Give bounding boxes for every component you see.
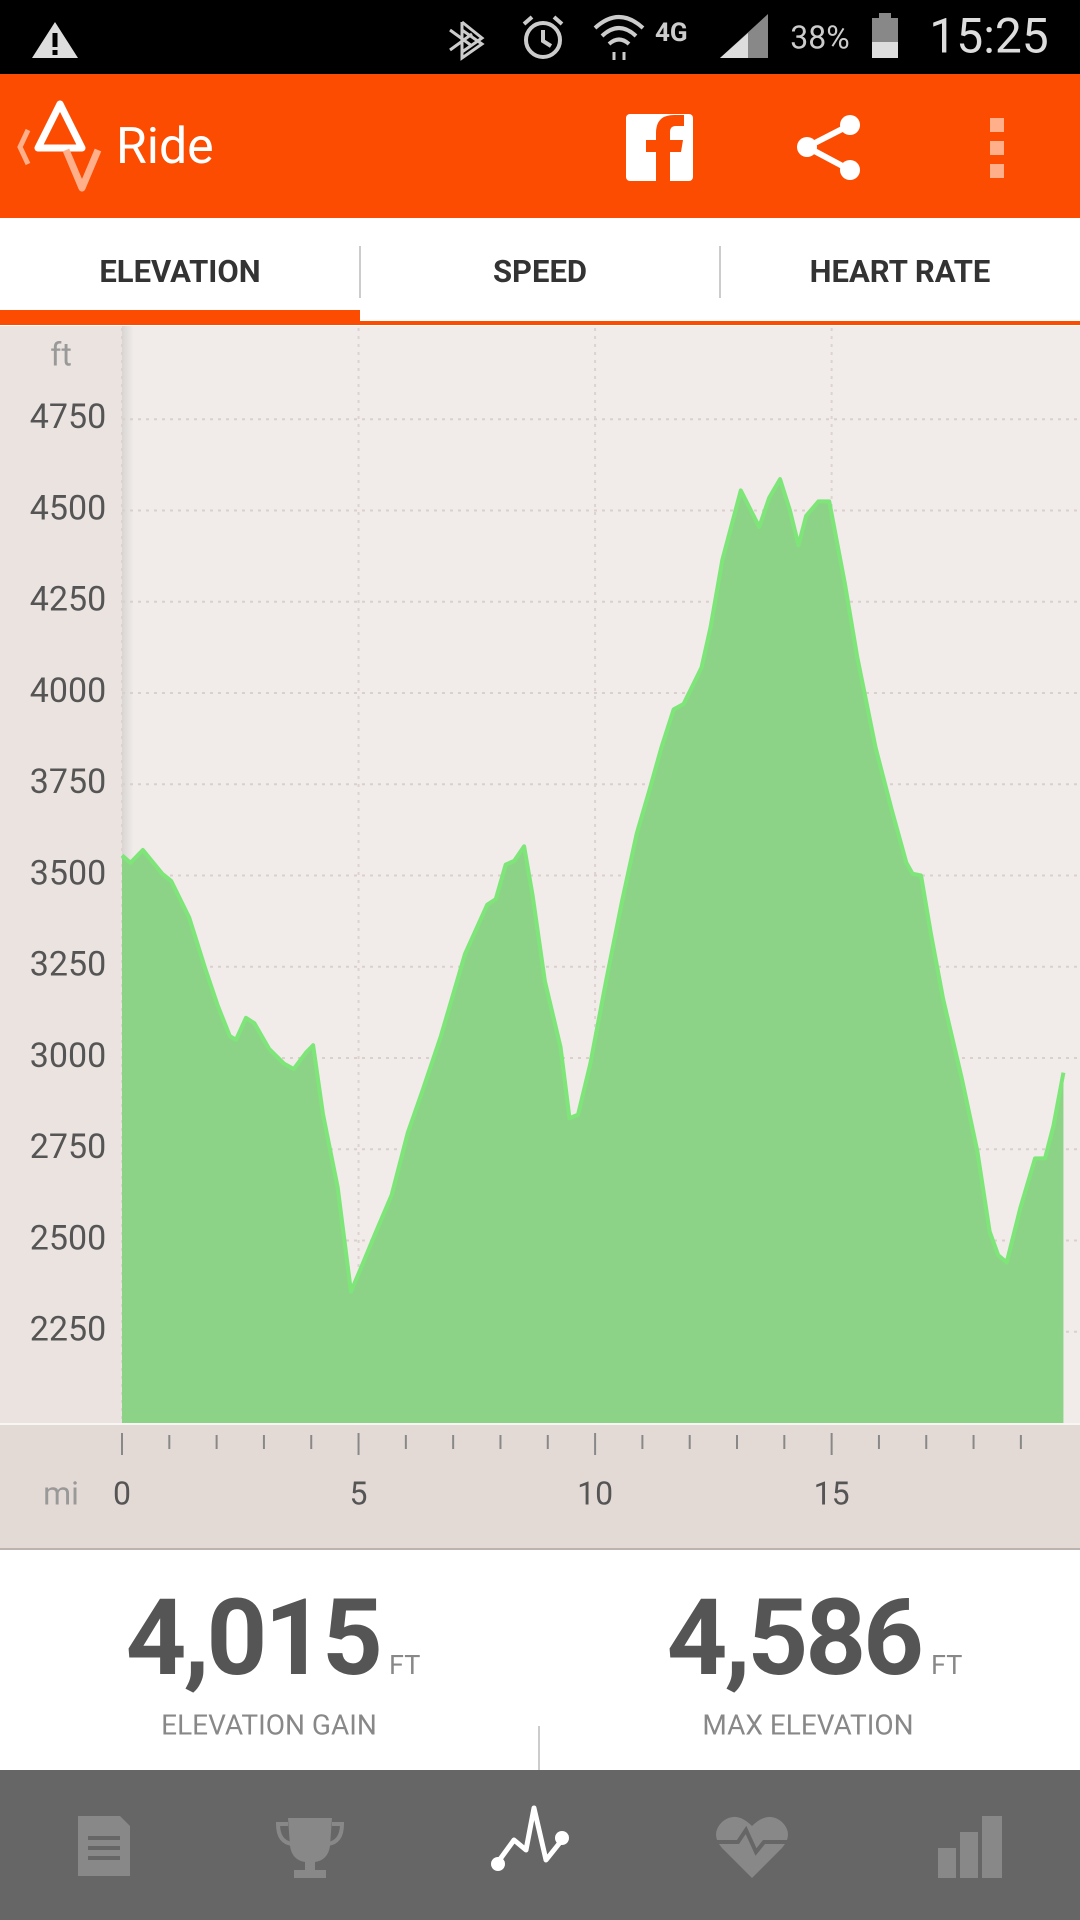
status-bar — [0, 0, 1080, 74]
x-axis-panel-border — [0, 1548, 1080, 1550]
elevation-line — [120, 477, 1066, 1294]
battery-icon — [872, 13, 898, 58]
y-tick-label: 3500 — [30, 853, 106, 893]
bluetooth-icon — [449, 20, 485, 61]
nav-analysis[interactable] — [491, 1805, 569, 1871]
stat-value: 4,015 — [126, 1576, 380, 1700]
back-button[interactable] — [17, 100, 102, 192]
stat-divider — [538, 1726, 540, 1770]
stat-unit: FT — [389, 1649, 420, 1681]
y-tick-label: 4500 — [30, 488, 106, 528]
stat-label: MAX ELEVATION — [702, 1708, 913, 1741]
y-axis-panel — [0, 326, 122, 1423]
plot: 2250 2500 2750 3000 3250 3500 3750 4000 4250 4500… — [30, 328, 1080, 1512]
x-axis-baseline — [0, 1423, 1080, 1425]
nav-heart-rate[interactable] — [716, 1816, 788, 1878]
nav-achievements[interactable] — [275, 1818, 345, 1878]
battery-percent: 38% — [790, 18, 849, 56]
overflow-menu[interactable] — [990, 118, 1004, 178]
y-tick-label: 4000 — [30, 671, 106, 711]
network-type: 4G — [655, 18, 688, 48]
y-tick-label: 3750 — [30, 762, 106, 802]
y-tick-label: 2750 — [30, 1127, 106, 1167]
signal-icon — [720, 14, 768, 58]
x-unit: mi — [43, 1474, 79, 1512]
active-tab-indicator — [0, 310, 360, 324]
stat-unit: FT — [931, 1649, 962, 1681]
x-axis-panel — [0, 1423, 1080, 1549]
y-tick-label: 4250 — [30, 580, 106, 620]
signal-level — [720, 33, 748, 58]
tab-underline — [0, 321, 1080, 325]
tab[interactable]: HEART RATE — [810, 253, 991, 290]
nav-feed[interactable] — [78, 1816, 130, 1876]
tab-divider — [359, 246, 361, 298]
tab-bar — [0, 218, 1080, 323]
y-tick-label: 3250 — [30, 945, 106, 985]
clock: 15:25 — [929, 8, 1049, 65]
y-tick-label: 2250 — [30, 1310, 106, 1350]
x-tick-label: 10 — [577, 1474, 613, 1512]
y-tick-label: 2500 — [30, 1218, 106, 1258]
tab[interactable]: ELEVATION — [99, 253, 260, 290]
y-tick-label: 3000 — [30, 1036, 106, 1076]
tab[interactable]: SPEED — [493, 253, 587, 290]
x-tick-label: 15 — [814, 1474, 850, 1512]
stat-label: ELEVATION GAIN — [161, 1708, 377, 1741]
wifi-icon — [593, 15, 645, 60]
app-bar — [0, 74, 1080, 218]
nav-stats[interactable] — [938, 1816, 1002, 1878]
warning-icon — [32, 22, 78, 58]
share-button[interactable] — [797, 115, 860, 180]
app-title: Ride — [116, 118, 214, 176]
x-tick-label: 0 — [113, 1474, 131, 1512]
alarm-icon — [522, 15, 564, 59]
x-tick-label: 5 — [350, 1474, 368, 1512]
tab-divider — [719, 246, 721, 298]
stat-value: 4,586 — [667, 1576, 922, 1700]
facebook-button[interactable] — [626, 114, 693, 181]
elevation-area — [122, 479, 1064, 1423]
y-tick-label: 4750 — [30, 397, 106, 437]
y-unit: ft — [50, 335, 72, 373]
